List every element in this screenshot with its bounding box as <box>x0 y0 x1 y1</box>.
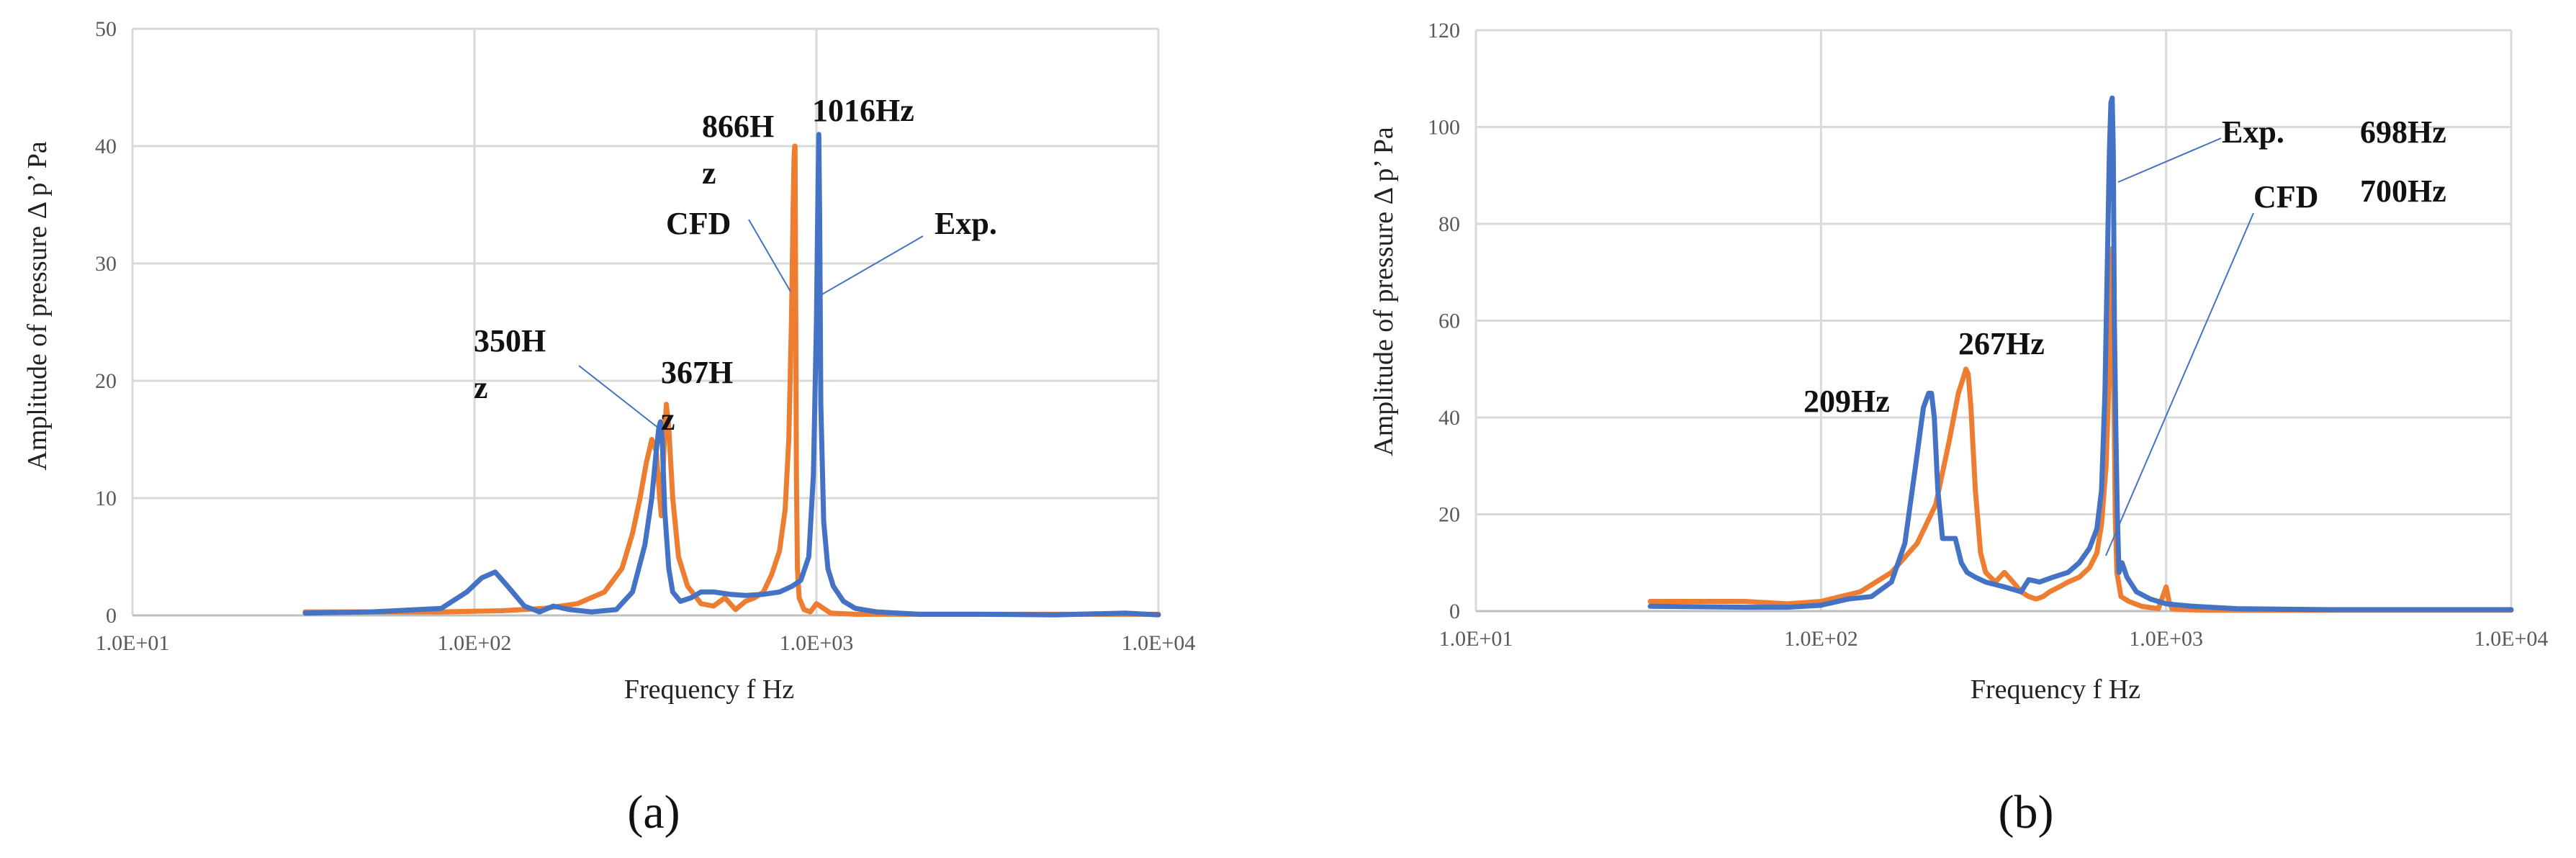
y-tick-label: 40 <box>1438 406 1460 430</box>
panel-label-a: (a) <box>627 786 680 839</box>
annotation-698hz: 698Hz <box>2360 114 2446 150</box>
annotation-367hz-wrap: z <box>661 402 675 437</box>
x-axis-title: Frequency f Hz <box>624 674 794 705</box>
y-tick-label: 20 <box>1438 503 1460 527</box>
leader-line-exp <box>2117 137 2222 183</box>
gridlines <box>1474 29 2513 611</box>
x-tick-label: 1.0E+02 <box>1784 627 1858 651</box>
series-line-exp <box>1647 95 2514 613</box>
x-axis-title: Frequency f Hz <box>1971 674 2140 705</box>
y-tick-label: 60 <box>1438 310 1460 333</box>
y-axis-title: Amplitude of pressure Δ p’ Pa <box>22 141 53 471</box>
y-tick-label: 20 <box>95 369 117 393</box>
annotation-350hz-wrap: z <box>474 370 488 405</box>
x-tick-labels: 1.0E+01 1.0E+02 1.0E+03 1.0E+04 <box>1439 627 2549 651</box>
gridlines <box>131 27 1160 615</box>
x-tick-label: 1.0E+03 <box>2129 627 2203 651</box>
annotation-866hz-wrap: z <box>702 155 716 191</box>
x-tick-labels: 1.0E+01 1.0E+02 1.0E+03 1.0E+04 <box>96 631 1196 655</box>
series-lines <box>1647 95 2514 613</box>
annotation-exp: Exp. <box>935 206 997 241</box>
panel-label-b: (b) <box>1999 786 2054 839</box>
y-tick-label: 10 <box>95 487 117 510</box>
annotation-exp: Exp. <box>2222 114 2284 150</box>
annotation-cfd: CFD <box>2253 179 2318 214</box>
y-tick-label: 30 <box>95 252 117 276</box>
x-tick-label: 1.0E+04 <box>1122 631 1196 655</box>
x-tick-label: 1.0E+01 <box>1439 627 1513 651</box>
leader-line-cfd <box>2105 212 2254 556</box>
y-tick-label: 80 <box>1438 212 1460 236</box>
annotation-866hz: 866H <box>702 109 774 144</box>
annotation-209hz: 209Hz <box>1803 384 1890 419</box>
y-tick-label: 40 <box>95 135 117 158</box>
y-tick-label: 0 <box>1449 600 1460 623</box>
x-tick-label: 1.0E+04 <box>2474 627 2549 651</box>
leader-line-350hz <box>578 365 659 429</box>
y-tick-label: 120 <box>1428 19 1460 42</box>
annotation-cfd: CFD <box>666 206 731 241</box>
annotation-1016hz: 1016Hz <box>812 93 914 128</box>
leader-line-cfd <box>748 219 791 292</box>
x-tick-label: 1.0E+01 <box>96 631 170 655</box>
series-lines <box>302 132 1161 618</box>
annotation-367hz: 367H <box>661 355 733 390</box>
chart-panel-a: 0 10 20 30 40 50 1.0E+01 1.0E+02 1.0E+03 1.0E+04… <box>22 17 1195 839</box>
y-tick-labels: 0 10 20 30 40 50 <box>95 17 117 628</box>
y-tick-labels: 0 20 40 60 80 100 120 <box>1428 19 1460 623</box>
x-tick-label: 1.0E+02 <box>438 631 512 655</box>
annotation-350hz: 350H <box>474 323 546 358</box>
x-tick-label: 1.0E+03 <box>780 631 854 655</box>
series-line-cfd <box>302 143 1161 617</box>
y-tick-label: 50 <box>95 17 117 41</box>
series-line-cfd <box>1647 245 2514 613</box>
leader-line-exp <box>820 235 924 296</box>
y-axis-title: Amplitude of pressure Δ p’ Pa <box>1369 127 1399 456</box>
series-line-exp <box>302 132 1161 618</box>
annotation-700hz: 700Hz <box>2360 173 2446 209</box>
y-tick-label: 0 <box>106 604 117 628</box>
annotation-267hz: 267Hz <box>1958 326 2045 361</box>
y-tick-label: 100 <box>1428 116 1460 140</box>
